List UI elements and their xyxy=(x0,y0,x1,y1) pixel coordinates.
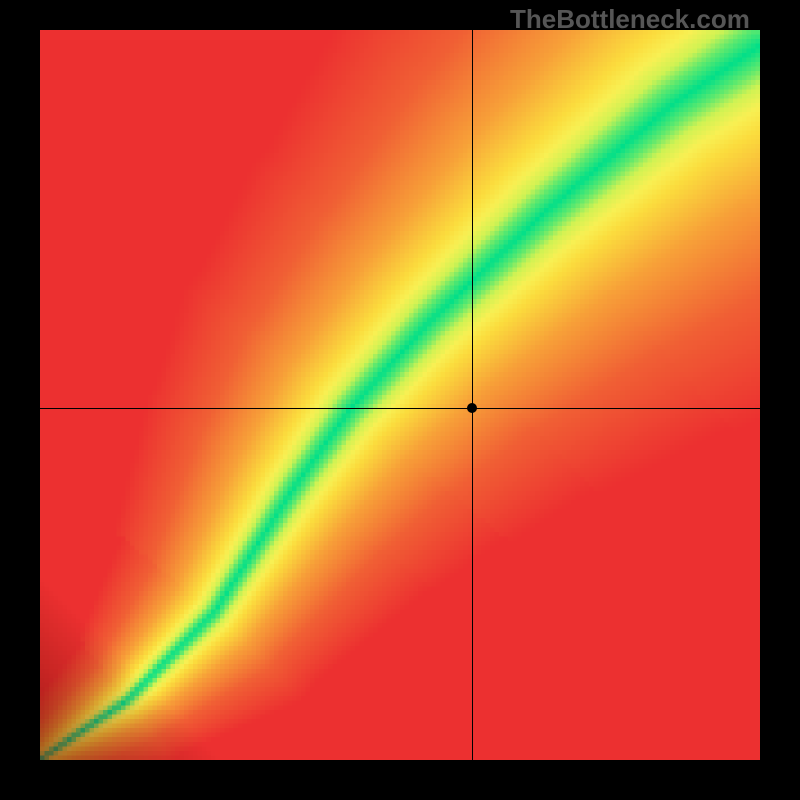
chart-container: TheBottleneck.com xyxy=(0,0,800,800)
crosshair-marker-dot xyxy=(467,403,477,413)
bottleneck-heatmap xyxy=(40,30,760,760)
crosshair-vertical xyxy=(472,30,473,760)
watermark-text: TheBottleneck.com xyxy=(510,4,750,35)
crosshair-horizontal xyxy=(40,408,760,409)
